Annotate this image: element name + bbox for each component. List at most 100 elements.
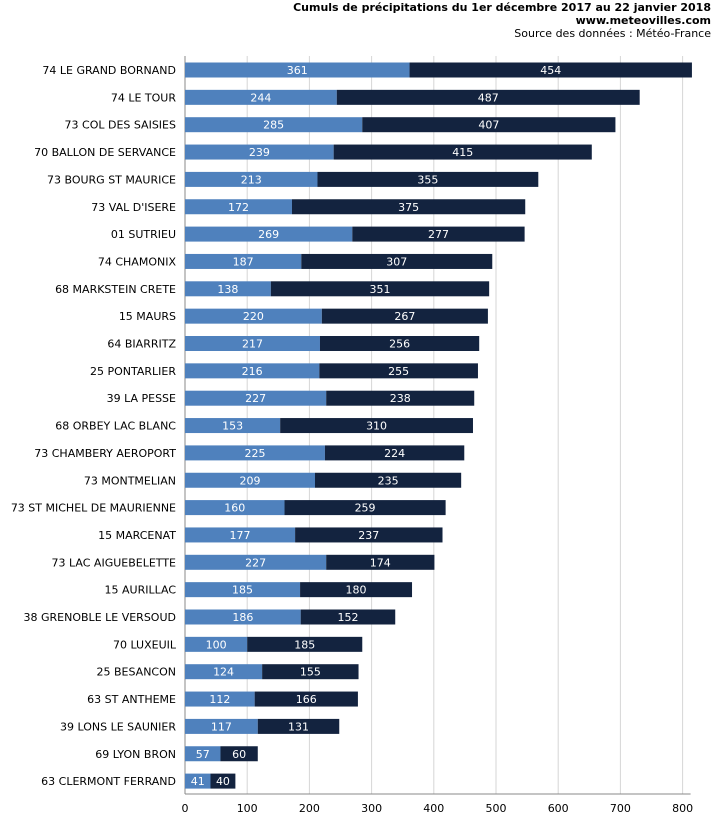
data-label: 235 <box>378 474 399 487</box>
bar-segment-2 <box>295 527 443 543</box>
data-label: 217 <box>242 338 263 351</box>
category-label: 63 ST ANTHEME <box>87 693 176 706</box>
bar-segment-2 <box>319 336 480 351</box>
bar-segment-2 <box>280 418 473 434</box>
bar-segment-1 <box>185 390 327 406</box>
bar-segment-2 <box>326 390 475 406</box>
x-tick-label: 300 <box>361 802 382 815</box>
bar-segment-1 <box>185 253 302 269</box>
data-label: 454 <box>540 64 561 77</box>
data-label: 152 <box>337 611 358 624</box>
data-label: 174 <box>370 556 391 569</box>
category-labels: 74 LE GRAND BORNAND 74 LE TOUR 73 COL DES … <box>11 64 177 788</box>
bar-segment-2 <box>326 554 435 570</box>
data-label: 487 <box>478 91 499 104</box>
data-label: 60 <box>232 748 246 761</box>
data-label: 225 <box>244 447 265 460</box>
bar-segment-1 <box>185 363 320 379</box>
bar-segment-1 <box>185 718 258 734</box>
category-label: 73 BOURG ST MAURICE <box>47 173 176 186</box>
data-label: 269 <box>258 228 279 241</box>
bar-segment-2 <box>352 226 525 242</box>
data-label: 41 <box>191 775 205 788</box>
data-label: 415 <box>452 146 473 159</box>
bar-segment-1 <box>185 62 410 78</box>
category-label: 68 ORBEY LAC BLANC <box>55 420 176 433</box>
data-label: 124 <box>213 666 234 679</box>
category-label: 15 AURILLAC <box>105 584 177 597</box>
data-label: 117 <box>211 720 232 733</box>
category-label: 39 LONS LE SAUNIER <box>60 720 176 733</box>
bar-segment-2 <box>321 308 488 324</box>
bar-segment-1 <box>185 773 211 789</box>
data-label: 40 <box>216 775 230 788</box>
data-label: 160 <box>224 502 245 515</box>
bar-segment-1 <box>185 336 320 351</box>
category-label: 39 LA PESSE <box>107 392 176 405</box>
bar-segment-2 <box>284 500 446 516</box>
bar-segment-1 <box>185 144 334 160</box>
bar-segment-1 <box>185 609 301 625</box>
x-tick-label: 0 <box>182 802 189 815</box>
bar-segment-2 <box>409 62 692 78</box>
data-label: 259 <box>355 502 376 515</box>
data-label: 131 <box>288 720 309 733</box>
bar-segment-2 <box>210 773 236 789</box>
data-label: 138 <box>217 283 238 296</box>
bar-segment-1 <box>185 308 322 324</box>
data-label: 256 <box>389 338 410 351</box>
data-label: 213 <box>241 173 262 186</box>
data-label: 57 <box>196 748 210 761</box>
bar-segment-1 <box>185 691 255 707</box>
category-label: 63 CLERMONT FERRAND <box>41 775 176 788</box>
category-label: 69 LYON BRON <box>95 748 176 761</box>
data-label: 407 <box>478 119 499 132</box>
bar-segment-2 <box>319 363 478 379</box>
x-tick-label: 500 <box>486 802 507 815</box>
category-label: 64 BIARRITZ <box>107 338 176 351</box>
data-label: 112 <box>209 693 230 706</box>
bar-segment-1 <box>185 226 353 242</box>
data-label: 153 <box>222 420 243 433</box>
data-label: 239 <box>249 146 270 159</box>
bar-segment-1 <box>185 199 292 215</box>
category-label: 74 LE TOUR <box>111 91 176 104</box>
bar-segment-2 <box>324 445 465 461</box>
data-label: 186 <box>232 611 253 624</box>
data-label: 166 <box>296 693 317 706</box>
bar-segment-2 <box>333 144 592 160</box>
bar-segment-2 <box>291 199 526 215</box>
data-label: 185 <box>294 638 315 651</box>
data-label: 209 <box>239 474 260 487</box>
data-label: 172 <box>228 201 249 214</box>
data-label: 227 <box>245 392 266 405</box>
data-label: 277 <box>428 228 449 241</box>
category-label: 74 LE GRAND BORNAND <box>42 64 176 77</box>
data-label: 255 <box>388 365 409 378</box>
category-label: 25 BESANCON <box>97 666 177 679</box>
bar-segment-1 <box>185 418 281 434</box>
bar-segment-2 <box>257 718 340 734</box>
data-source: Source des données : Météo-France <box>514 27 711 40</box>
site-url: www.meteovilles.com <box>575 14 711 27</box>
bar-segment-2 <box>336 89 640 105</box>
data-label: 224 <box>384 447 405 460</box>
x-tick-label: 700 <box>610 802 631 815</box>
data-label: 361 <box>287 64 308 77</box>
bar-segment-1 <box>185 527 296 543</box>
data-label: 307 <box>386 255 407 268</box>
category-label: 38 GRENOBLE LE VERSOUD <box>24 611 176 624</box>
data-label: 310 <box>366 420 387 433</box>
bar-segment-1 <box>185 500 285 516</box>
category-label: 70 BALLON DE SERVANCE <box>34 146 176 159</box>
category-label: 73 ST MICHEL DE MAURIENNE <box>11 502 176 515</box>
data-label: 244 <box>250 91 271 104</box>
category-label: 73 MONTMELIAN <box>84 474 176 487</box>
category-label: 70 LUXEUIL <box>113 638 177 651</box>
x-tick-label: 200 <box>299 802 320 815</box>
bar-segment-1 <box>185 117 363 133</box>
bar-segment-2 <box>301 253 493 269</box>
bar-segment-1 <box>185 171 318 187</box>
bar-segment-1 <box>185 582 301 598</box>
